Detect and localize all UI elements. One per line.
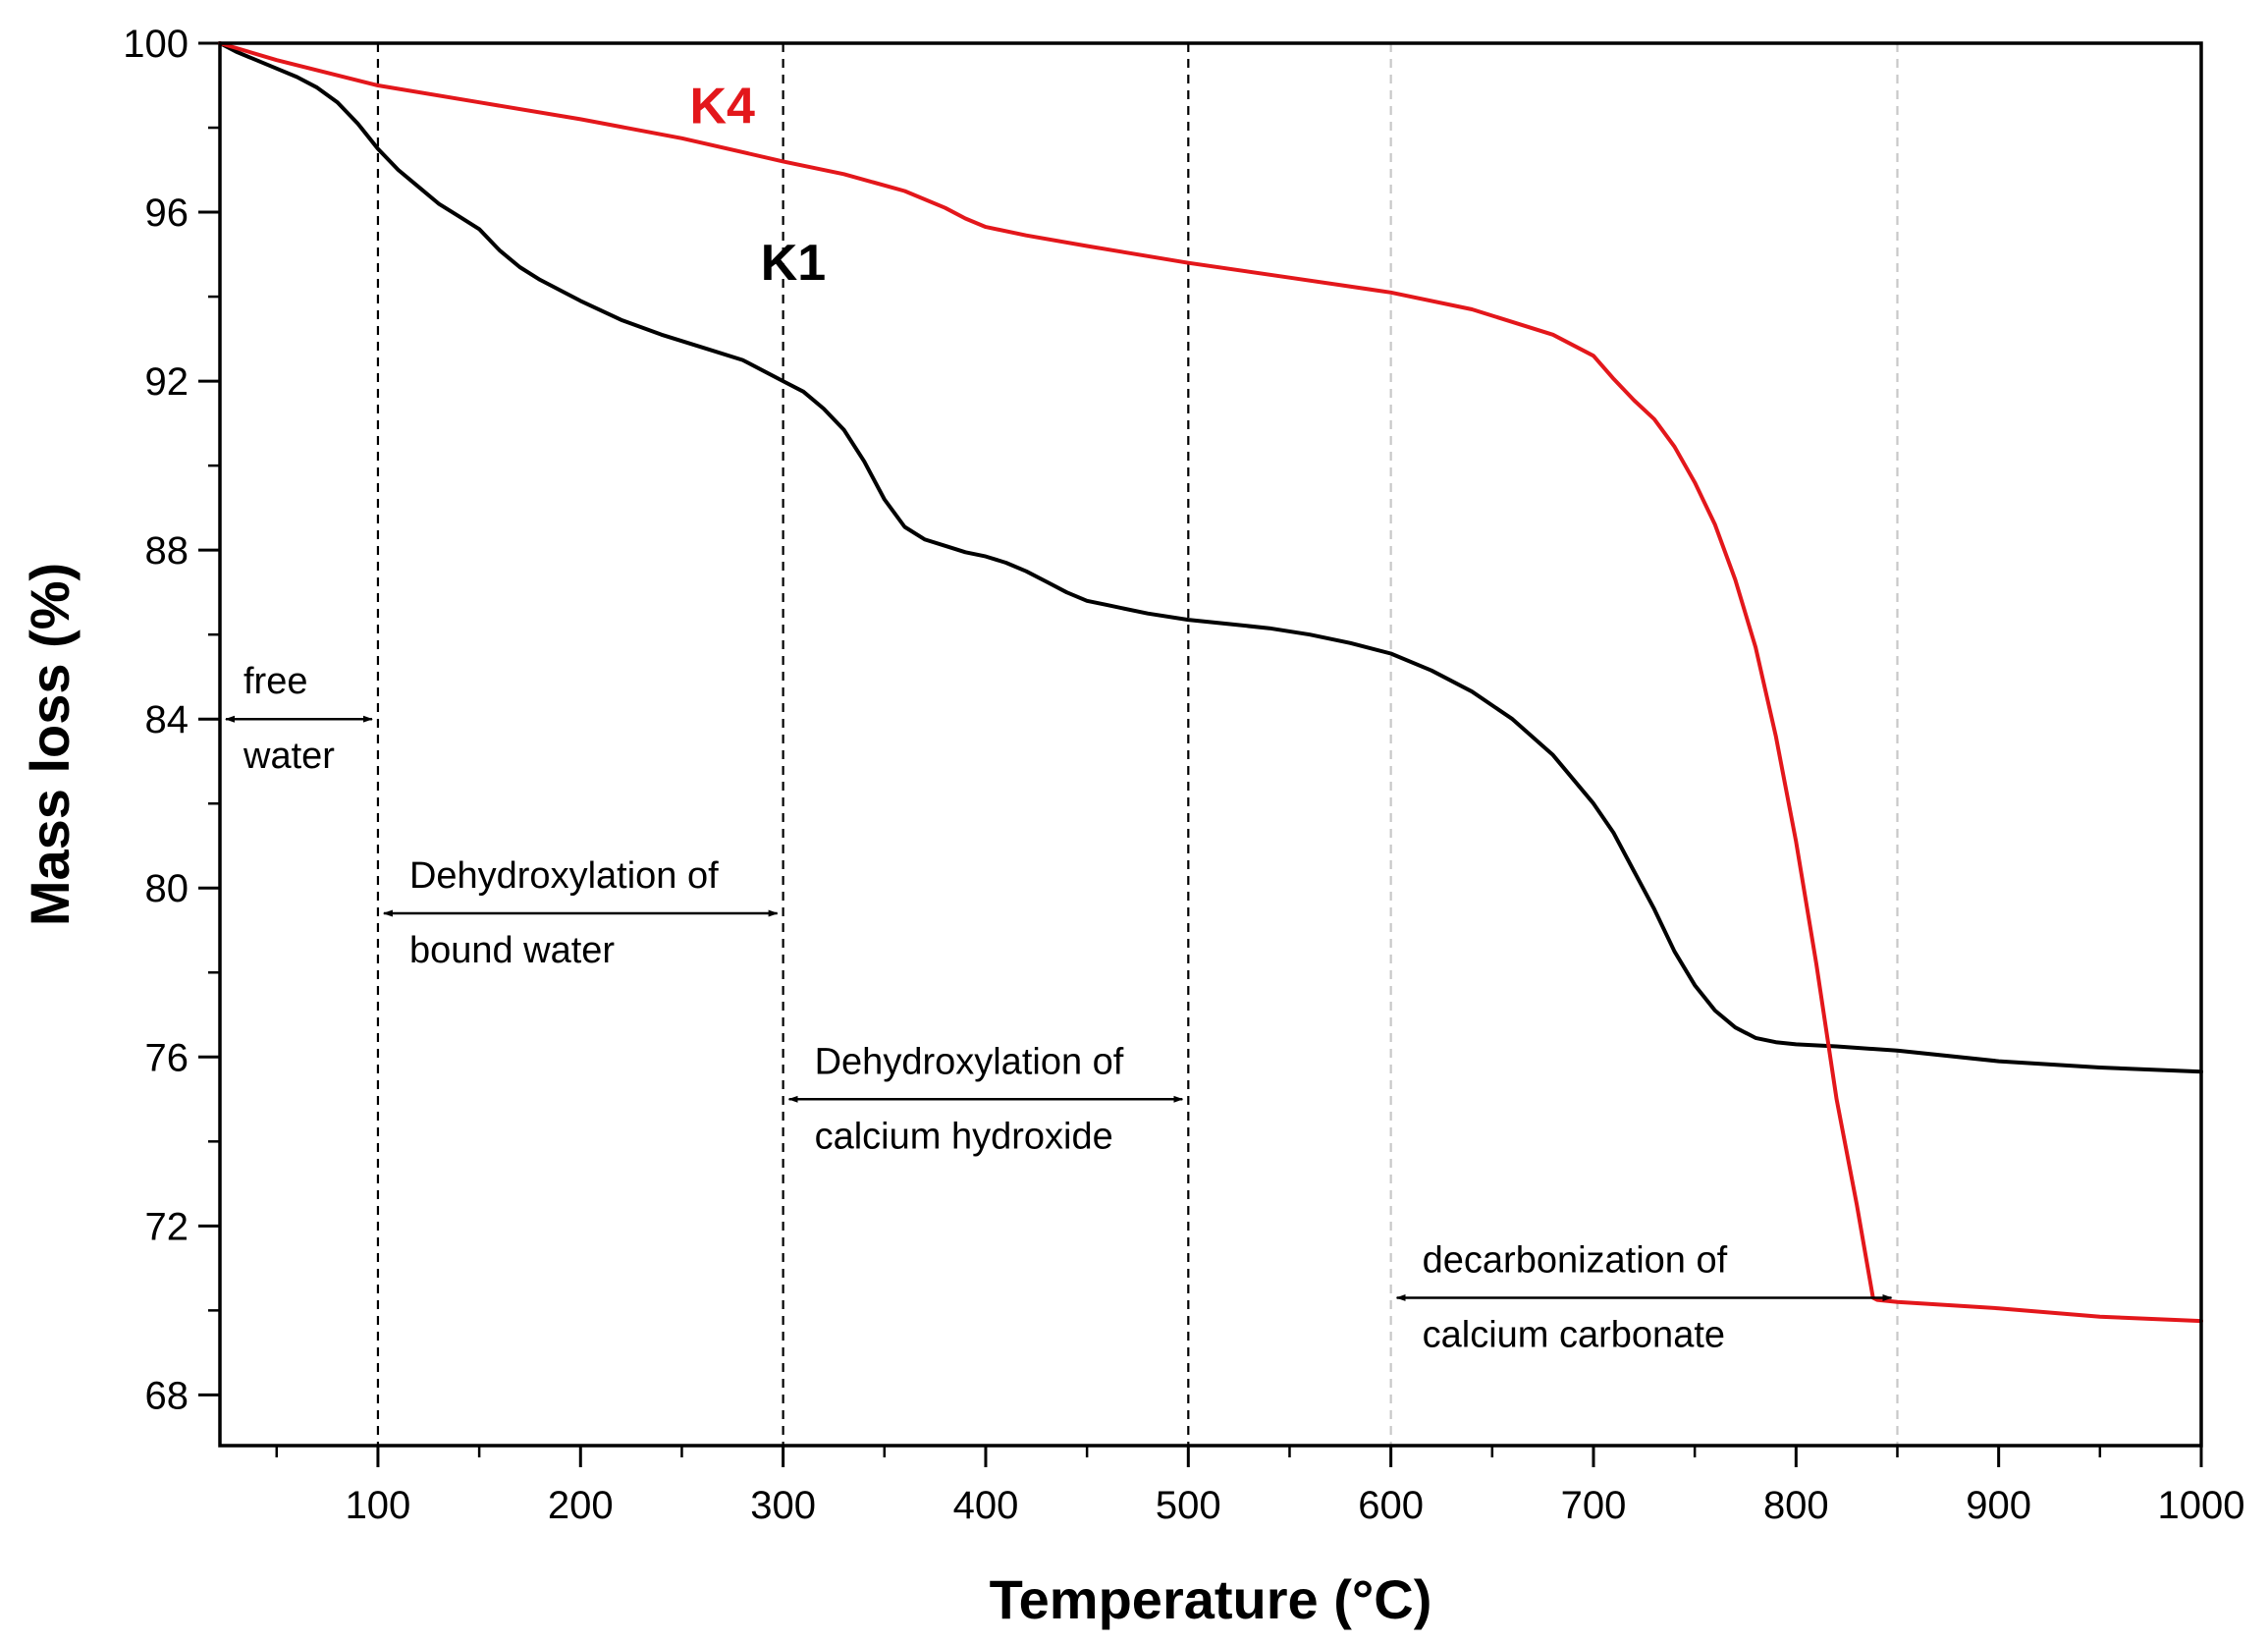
x-tick-label: 800 <box>1763 1484 1829 1527</box>
series-line-k1 <box>218 41 2203 1074</box>
x-tick-label: 600 <box>1358 1484 1424 1527</box>
y-axis-ticks: 68 72 76 80 84 88 92 96 100 <box>123 23 220 1417</box>
y-tick-label: 92 <box>145 360 189 404</box>
y-tick-label: 96 <box>145 192 189 235</box>
x-tick-label: 300 <box>750 1484 816 1527</box>
y-tick-label: 76 <box>145 1036 189 1079</box>
y-tick-label: 72 <box>145 1205 189 1248</box>
annotation-label-line2: bound water <box>409 930 615 971</box>
annotation-label-line1: free <box>243 661 307 702</box>
data-series <box>218 41 2203 1324</box>
x-tick-label: 100 <box>346 1484 411 1527</box>
annotation-label-line2: water <box>243 736 335 777</box>
y-tick-label: 88 <box>145 529 189 573</box>
plot-frame <box>218 41 2203 1448</box>
y-tick-label: 80 <box>145 867 189 910</box>
x-minor-ticks <box>275 1446 2102 1457</box>
x-axis-ticks: 100 200 300 400 500 600 700 800 900 1000 <box>346 1446 2245 1527</box>
annotation-label-line1: Dehydroxylation of <box>409 855 719 897</box>
annotation-label-line2: calcium carbonate <box>1423 1314 1725 1355</box>
annotation-label-line2: calcium hydroxide <box>815 1116 1113 1157</box>
series-label-k4: K4 <box>689 79 755 136</box>
x-tick-label: 1000 <box>2158 1484 2245 1527</box>
x-tick-label: 200 <box>548 1484 614 1527</box>
x-tick-label: 400 <box>953 1484 1019 1527</box>
y-minor-ticks <box>208 126 220 1312</box>
y-tick-label: 84 <box>145 698 189 741</box>
y-tick-label: 100 <box>123 23 189 66</box>
region-annotations: free water Dehydroxylation of bound water De… <box>225 661 1893 1355</box>
series-line-k4 <box>218 41 2203 1324</box>
series-labels: K4 K1 <box>689 79 826 292</box>
x-tick-label: 700 <box>1561 1484 1627 1527</box>
y-tick-label: 68 <box>145 1374 189 1417</box>
annotation-label-line1: decarbonization of <box>1423 1239 1728 1281</box>
y-axis-title: Mass loss (%) <box>19 563 81 926</box>
x-tick-label: 900 <box>1966 1484 2031 1527</box>
reference-lines <box>376 43 1899 1446</box>
annotation-label-line1: Dehydroxylation of <box>815 1041 1124 1082</box>
x-tick-label: 500 <box>1156 1484 1221 1527</box>
x-axis-title: Temperature (°C) <box>990 1568 1432 1630</box>
series-label-k1: K1 <box>761 235 826 292</box>
